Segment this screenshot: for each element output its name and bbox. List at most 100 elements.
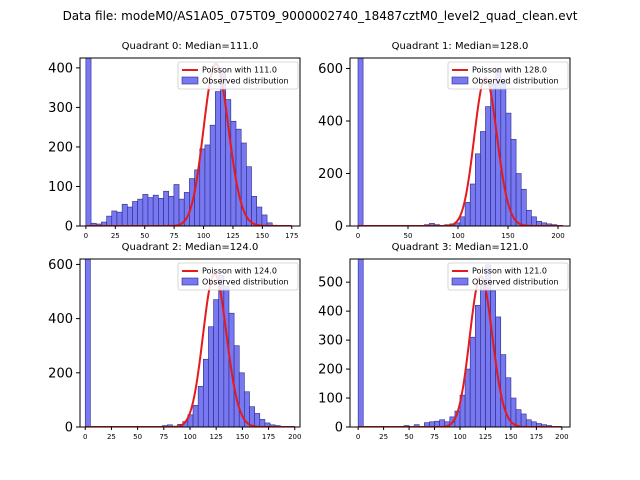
y-tick-label: 200 [318, 363, 343, 378]
legend-observed-label: Observed distribution [202, 77, 289, 86]
panel-1: Quadrant 1: Median=128.0 0 200 400 600 0 50 100… [318, 41, 571, 240]
y-tick-label: 500 [318, 276, 343, 291]
histogram-bar [515, 409, 522, 427]
x-tick-label: 125 [226, 232, 239, 240]
x-tick-label: 150 [504, 433, 517, 441]
legend-fit-label: Poisson with 128.0 [472, 66, 547, 75]
histogram-bar [121, 203, 128, 226]
panel-title: Quadrant 0: Median=111.0 [122, 41, 259, 52]
y-tick-label: 200 [48, 140, 73, 155]
x-tick-label: 50 [140, 232, 149, 240]
histogram-bar [152, 194, 159, 226]
legend-fit-label: Poisson with 124.0 [202, 267, 277, 276]
histogram-bar [464, 202, 471, 226]
x-tick-label: 200 [551, 232, 564, 240]
y-tick-label: 400 [318, 305, 343, 320]
y-tick-label: 200 [48, 366, 73, 381]
histogram-bars [357, 259, 552, 427]
y-tick-label: 300 [48, 101, 73, 116]
x-tick-label: 0 [356, 232, 360, 240]
histogram-bar [254, 413, 261, 427]
y-tick-label: 600 [48, 258, 73, 273]
histogram-bar [137, 198, 144, 226]
panel-title: Quadrant 2: Median=124.0 [122, 242, 259, 253]
legend-bar-swatch [181, 76, 199, 85]
x-tick-label: 100 [183, 433, 196, 441]
histogram-bar [84, 259, 91, 427]
x-tick-label: 100 [451, 232, 464, 240]
y-tick-label: 0 [335, 220, 343, 235]
histogram-bar [515, 173, 522, 226]
y-tick-label: 300 [318, 334, 343, 349]
legend-fit-label: Poisson with 121.0 [472, 267, 547, 276]
histogram-bar [223, 285, 230, 427]
histogram-bar [208, 326, 214, 427]
legend-observed-label: Observed distribution [472, 77, 559, 86]
figure-title: Data file: modeM0/AS1A05_075T09_90000027… [63, 9, 578, 23]
x-tick-label: 150 [256, 232, 269, 240]
histogram-bar [147, 197, 154, 226]
legend-fit-label: Poisson with 111.0 [202, 66, 277, 75]
histogram-bar [163, 190, 170, 226]
legend: Poisson with 128.0 Observed distribution [447, 61, 569, 90]
y-tick-label: 100 [318, 392, 343, 407]
histogram-bar [520, 413, 527, 427]
y-tick-label: 0 [335, 421, 343, 436]
histogram-bar [469, 336, 476, 427]
histogram-bar [173, 184, 180, 226]
x-tick-label: 175 [285, 232, 298, 240]
histogram-bar [485, 106, 491, 226]
histogram-bar [106, 215, 113, 226]
x-tick-label: 50 [404, 232, 413, 240]
histogram-bar [116, 211, 123, 226]
poisson-fit-line [358, 275, 562, 427]
x-tick-label: 200 [555, 433, 568, 441]
legend-box [447, 262, 569, 291]
histogram-bar [142, 194, 149, 226]
histogram-bar [474, 305, 481, 427]
histogram-bar [197, 386, 204, 427]
panel-3: Quadrant 3: Median=121.00100200300400500… [318, 242, 571, 441]
histogram-bar [213, 299, 220, 427]
x-tick-label: 50 [405, 433, 414, 441]
x-tick-label: 200 [288, 433, 301, 441]
axes-frame [349, 57, 571, 227]
x-tick-label: 175 [530, 433, 543, 441]
x-tick-label: 175 [262, 433, 275, 441]
x-tick-label: 75 [159, 433, 168, 441]
panel-0: Quadrant 0: Median=111.0 0 100 200 300 400 0 25… [48, 41, 301, 240]
x-tick-label: 25 [111, 232, 120, 240]
panel-title: Quadrant 1: Median=128.0 [392, 41, 529, 52]
poisson-fit-line [85, 272, 295, 427]
histogram-bar [85, 58, 92, 226]
histogram-bar [531, 216, 537, 226]
legend-observed-label: Observed distribution [472, 278, 559, 287]
histogram-bar [459, 216, 466, 226]
histogram-bar [413, 424, 420, 427]
legend-box [177, 61, 299, 90]
histogram-bar [357, 58, 364, 226]
histogram-bar [525, 209, 532, 226]
histogram-bar [261, 214, 268, 226]
x-tick-label: 0 [84, 232, 88, 240]
y-tick-label: 600 [318, 62, 343, 77]
histogram-bar [158, 198, 164, 226]
x-tick-label: 50 [133, 433, 142, 441]
y-tick-label: 100 [48, 180, 73, 195]
histogram-bar [525, 419, 532, 427]
y-tick-label: 200 [318, 167, 343, 182]
x-tick-label: 100 [453, 433, 466, 441]
histogram-bar [464, 368, 471, 427]
x-tick-label: 25 [379, 433, 388, 441]
histogram-bar [209, 124, 216, 226]
y-tick-label: 0 [65, 421, 73, 436]
histogram-bar [132, 201, 138, 226]
x-tick-label: 0 [356, 433, 360, 441]
legend: Poisson with 111.0 Observed distribution [177, 61, 299, 90]
histogram-bar [204, 144, 211, 226]
histogram-bar [480, 284, 486, 427]
x-tick-label: 25 [107, 433, 116, 441]
panel-2: Quadrant 2: Median=124.0 0 200 400 600 0 25 50 7… [48, 242, 301, 441]
x-tick-label: 150 [236, 433, 249, 441]
